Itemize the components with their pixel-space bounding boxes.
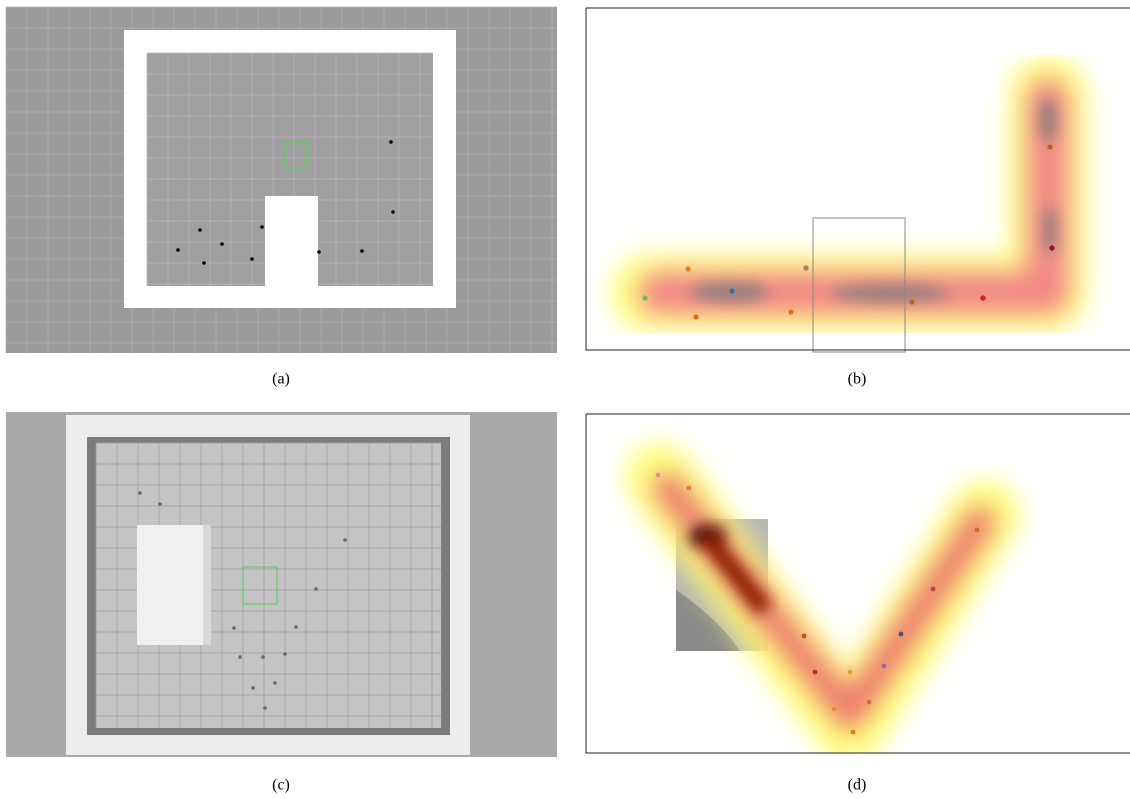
robot-dot [263,706,267,710]
agent-dot [687,486,692,491]
agent-dot [1049,245,1054,250]
robot-dot [198,228,202,232]
agent-dot [975,528,980,533]
robot-dot [220,242,224,246]
figure: (a) (b) (c) [0,0,1130,799]
agent-dot [693,314,698,319]
panel-b [586,8,1130,352]
robot-dot [232,626,236,630]
robot-dot [283,652,287,656]
agent-dot [729,288,734,293]
agent-dot [851,730,856,735]
robot-dot [273,681,277,685]
robot-dot [389,140,393,144]
agent-dot [931,587,936,592]
agent-dot [642,295,647,300]
robot-dot [202,261,206,265]
robot-dot [314,587,318,591]
robot-dot [360,249,364,253]
agent-dot [909,299,914,304]
robot-dot [251,686,255,690]
robot-dot [176,248,180,252]
agent-dot [813,670,818,675]
agent-dot [882,664,887,669]
robot-dot [261,655,265,659]
robot-dot [138,491,142,495]
robot-dot [238,655,242,659]
agent-dot [803,265,808,270]
agent-dot [899,632,904,637]
agent-dot [656,473,661,478]
agent-dot [1047,144,1052,149]
robot-dot [294,625,298,629]
agent-dot [848,670,853,675]
caption: (c) [272,777,290,794]
panel-a [6,7,557,353]
caption: (b) [848,371,867,388]
agent-dot [980,295,985,300]
robot-dot [343,538,347,542]
panel-d [586,414,1130,753]
agent-dot [802,634,807,639]
robot-dot [250,257,254,261]
panel-c [6,412,557,757]
agent-dot [867,700,872,705]
robot-dot [260,225,264,229]
robot-dot [317,250,321,254]
caption: (d) [848,777,867,794]
caption: (a) [272,371,290,388]
agent-dot [832,707,837,712]
agent-dot [788,309,793,314]
robot-dot [158,502,162,506]
robot-dot [391,210,395,214]
agent-dot [685,266,690,271]
